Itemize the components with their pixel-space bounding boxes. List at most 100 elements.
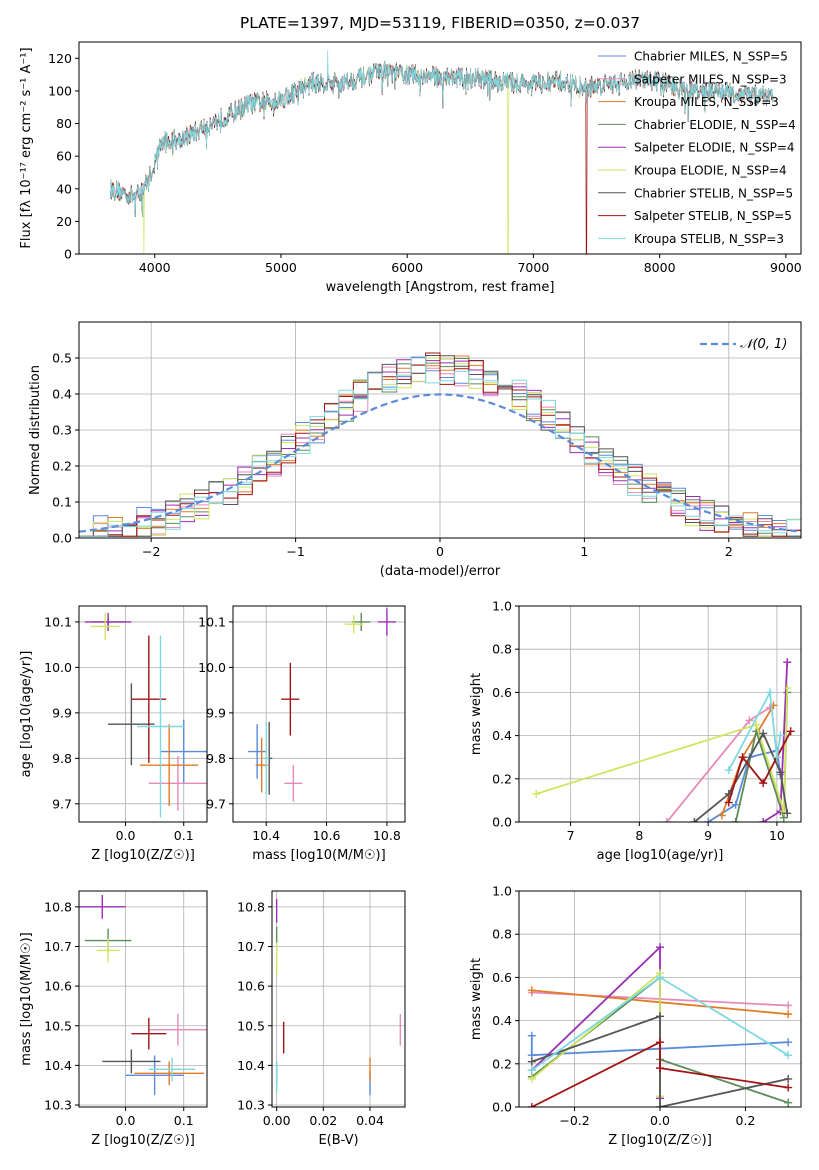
y-tick-label: 9.7 xyxy=(206,796,226,811)
weight-marker xyxy=(662,818,671,822)
weight-marker xyxy=(776,731,785,740)
y-tick-label: 10.0 xyxy=(44,660,72,675)
y-axis-label: mass weight xyxy=(469,673,484,755)
legend-label-ke: Kroupa ELODIE, N_SSP=4 xyxy=(634,164,787,178)
x-tick-label: 7 xyxy=(567,828,575,843)
weight-marker xyxy=(786,727,795,736)
weight-marker xyxy=(656,1064,664,1073)
plot-area-residuals xyxy=(79,352,801,538)
weight-marker xyxy=(656,973,664,982)
weight-marker xyxy=(783,809,792,818)
y-tick-label: 0.2 xyxy=(492,771,512,786)
y-tick-label: 10.6 xyxy=(44,979,72,994)
errorbar-cs xyxy=(102,1049,161,1074)
weight-series-ks xyxy=(527,973,793,1075)
weight-marker xyxy=(784,1001,793,1010)
y-tick-label: 0 xyxy=(64,247,72,262)
y-tick-label: 10.5 xyxy=(237,1018,265,1033)
x-tick-label: 7000 xyxy=(517,260,549,275)
errorbar-ss xyxy=(131,1017,167,1050)
weight-marker xyxy=(738,753,747,762)
axes-frame xyxy=(78,605,208,823)
legend-label-ce: Chabrier ELODIE, N_SSP=4 xyxy=(634,118,796,132)
hist-ss xyxy=(79,352,801,538)
y-tick-label: 20 xyxy=(56,214,72,229)
weight-marker xyxy=(784,1051,793,1060)
x-tick-label: 2 xyxy=(725,544,733,559)
weight-marker xyxy=(656,1038,664,1047)
y-tick-label: 10.3 xyxy=(44,1098,72,1113)
x-axis-label: Z [log10(Z/Z☉)] xyxy=(608,1133,712,1148)
y-axis-label: mass weight xyxy=(469,958,484,1040)
hist-ks xyxy=(79,356,801,538)
errorbar-ke xyxy=(96,938,120,963)
legend-label-sm: Salpeter MILES, N_SSP=3 xyxy=(634,72,787,86)
errorbar-ce xyxy=(352,612,371,632)
y-tick-label: 10.7 xyxy=(237,939,265,954)
y-tick-label: 0.0 xyxy=(492,1100,512,1115)
y-tick-label: 9.9 xyxy=(52,705,72,720)
weight-marker xyxy=(527,1074,536,1083)
weight-marker xyxy=(776,768,785,777)
gaussian-curve xyxy=(79,393,801,533)
chart-weight_vs_age: 7 8 9 10 0.0 0.2 0.4 0.6 0.8 1.0 age [log10(age/yr… xyxy=(469,599,802,863)
y-tick-label: 9.9 xyxy=(206,705,226,720)
x-tick-label: 9000 xyxy=(770,260,802,275)
errorbar-se xyxy=(84,612,132,632)
errorbar-sm xyxy=(148,756,207,811)
errorbar-ks xyxy=(263,721,270,795)
y-tick-label: 1.0 xyxy=(492,884,512,899)
plot-area-weight_vs_age xyxy=(532,658,795,822)
x-tick-label: 0.1 xyxy=(174,828,194,843)
legend-label-gauss: 𝒩(0, 1) xyxy=(740,337,787,352)
errorbar-ks xyxy=(137,635,184,818)
errorbar-cm xyxy=(160,719,207,784)
weight-marker xyxy=(759,818,768,822)
weight-line xyxy=(728,689,782,771)
weight-line xyxy=(530,1035,789,1057)
figure-title: PLATE=1397, MJD=53119, FIBERID=0350, z=0… xyxy=(240,14,640,32)
y-tick-label: 0.0 xyxy=(492,815,512,830)
x-tick-label: 8000 xyxy=(644,260,676,275)
y-tick-label: 0.6 xyxy=(492,970,512,985)
errorbar-cm xyxy=(248,724,267,779)
weight-marker xyxy=(745,716,754,725)
weight-marker xyxy=(784,1038,793,1047)
y-tick-label: 10.0 xyxy=(198,660,226,675)
weight-marker xyxy=(783,684,792,693)
axes-frame xyxy=(271,890,406,1108)
legend-label-km: Kroupa MILES, N_SSP=3 xyxy=(634,95,779,109)
weight-marker xyxy=(690,818,699,822)
x-axis-label: wavelength [Angstrom, rest frame] xyxy=(326,280,555,295)
y-tick-label: 9.8 xyxy=(52,751,72,766)
weight-marker xyxy=(527,1066,536,1075)
y-tick-label: 10.3 xyxy=(237,1098,265,1113)
weight-marker xyxy=(532,789,541,798)
y-tick-label: 0.5 xyxy=(52,351,72,366)
weight-marker xyxy=(724,798,733,807)
x-tick-label: 10.8 xyxy=(373,828,401,843)
weight-series-sm xyxy=(662,703,775,822)
y-tick-label: 100 xyxy=(48,83,72,98)
legend-label-cm: Chabrier MILES, N_SSP=5 xyxy=(634,50,788,64)
x-tick-label: 10.6 xyxy=(313,828,341,843)
weight-marker xyxy=(527,1103,536,1107)
x-tick-label: 10.4 xyxy=(252,828,280,843)
spectrum-line-ks xyxy=(110,50,774,218)
y-tick-label: 10.4 xyxy=(44,1058,72,1073)
weight-marker xyxy=(731,800,740,809)
chart-mass_vs_ebv: 0.00 0.02 0.04 10.3 10.4 10.5 10.6 10.7 10.8 E(B-… xyxy=(237,890,406,1148)
x-tick-label: 0.0 xyxy=(650,1113,670,1128)
x-tick-label: 9 xyxy=(704,828,712,843)
axes-frame xyxy=(232,605,406,823)
y-tick-label: 10.5 xyxy=(44,1018,72,1033)
x-tick-label: −0.2 xyxy=(559,1113,589,1128)
errorbar-sm xyxy=(148,1013,207,1046)
weight-series-ks xyxy=(724,688,785,775)
x-tick-label: 10 xyxy=(769,828,785,843)
legend-label-ks: Kroupa STELIB, N_SSP=3 xyxy=(634,232,784,246)
y-tick-label: 9.7 xyxy=(52,796,72,811)
errorbar-ks xyxy=(148,1057,196,1082)
errorbar-ke xyxy=(90,612,120,641)
x-tick-label: 0.1 xyxy=(174,1113,194,1128)
